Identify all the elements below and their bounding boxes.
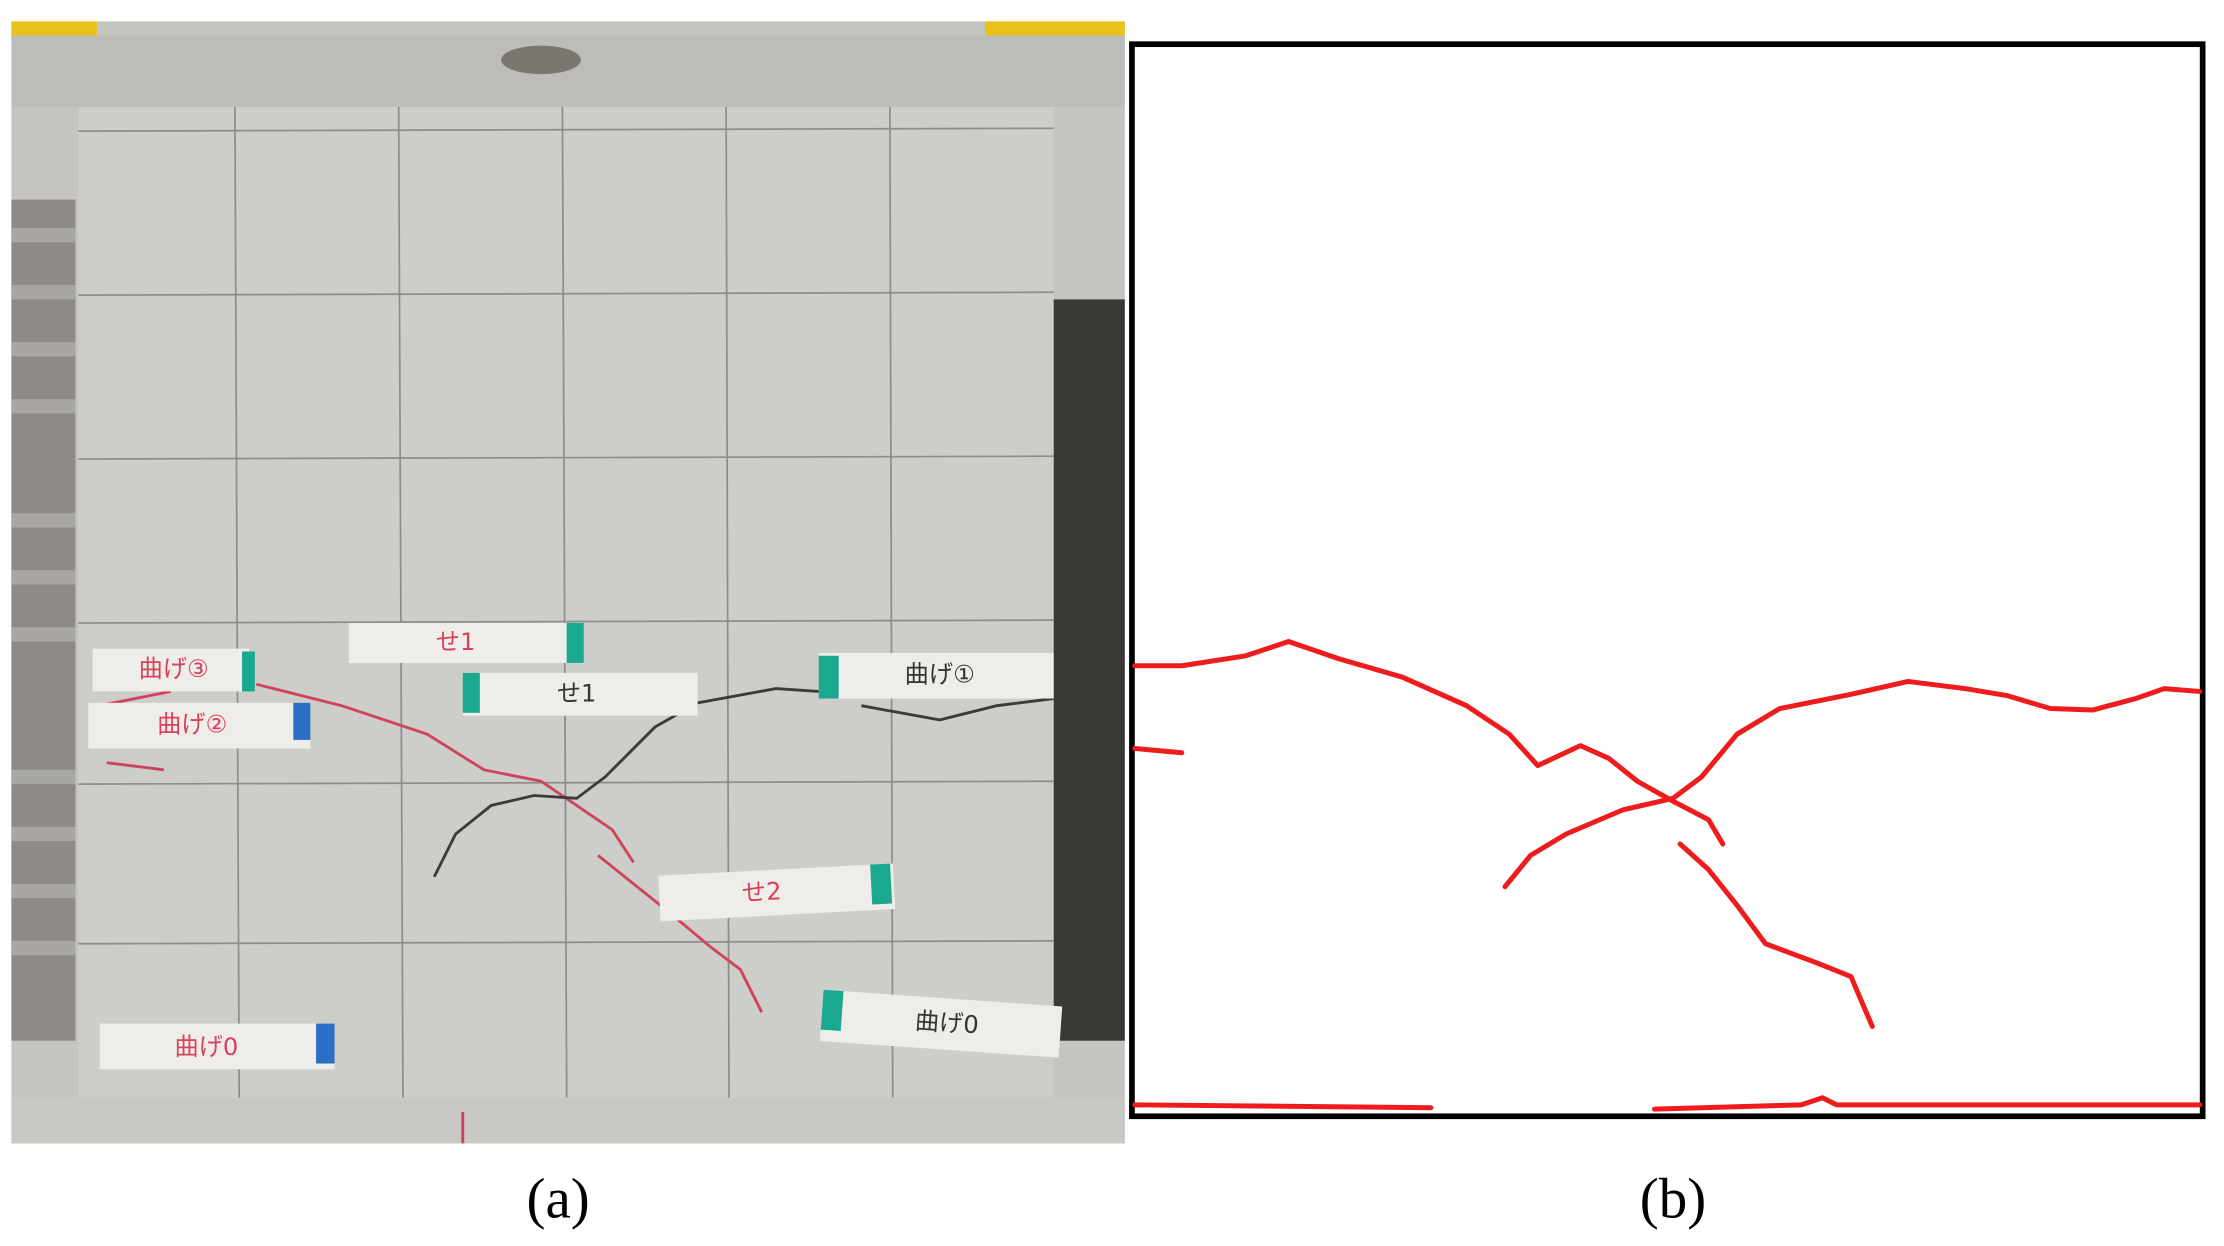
panel-caption: (a) [527, 1168, 590, 1231]
tag-label: 曲げ② [157, 711, 227, 739]
tag-label: 曲げ① [905, 661, 975, 689]
tag-label: せ1 [557, 679, 597, 707]
tag-label: せ2 [741, 877, 782, 907]
right-frame [1053, 299, 1125, 1041]
top-beam [11, 35, 1125, 107]
tag-label: 曲げ③ [139, 655, 209, 683]
photo-cracks [99, 682, 1054, 1144]
photo-panel: 曲げ③ せ1 せ1 曲げ① 曲げ② せ2 曲げ0 曲げ0 [11, 21, 1125, 1144]
panel-caption: (b) [1640, 1168, 1706, 1231]
marker [985, 21, 1125, 36]
tag-label: 曲げ0 [175, 1033, 239, 1061]
marker [11, 21, 97, 36]
spall [501, 45, 581, 75]
crack-map-panel [1129, 41, 2206, 1120]
frame [1129, 41, 2206, 1120]
bottom-beam [11, 1097, 1125, 1144]
tags: 曲げ③ せ1 せ1 曲げ① 曲げ② せ2 曲げ0 曲げ0 [88, 623, 1063, 1070]
jack [11, 199, 76, 1041]
tag-label: 曲げ0 [914, 1007, 980, 1039]
tag-label: せ1 [436, 628, 476, 656]
wall-grid [78, 106, 1054, 1098]
cracks [1132, 639, 2203, 1112]
